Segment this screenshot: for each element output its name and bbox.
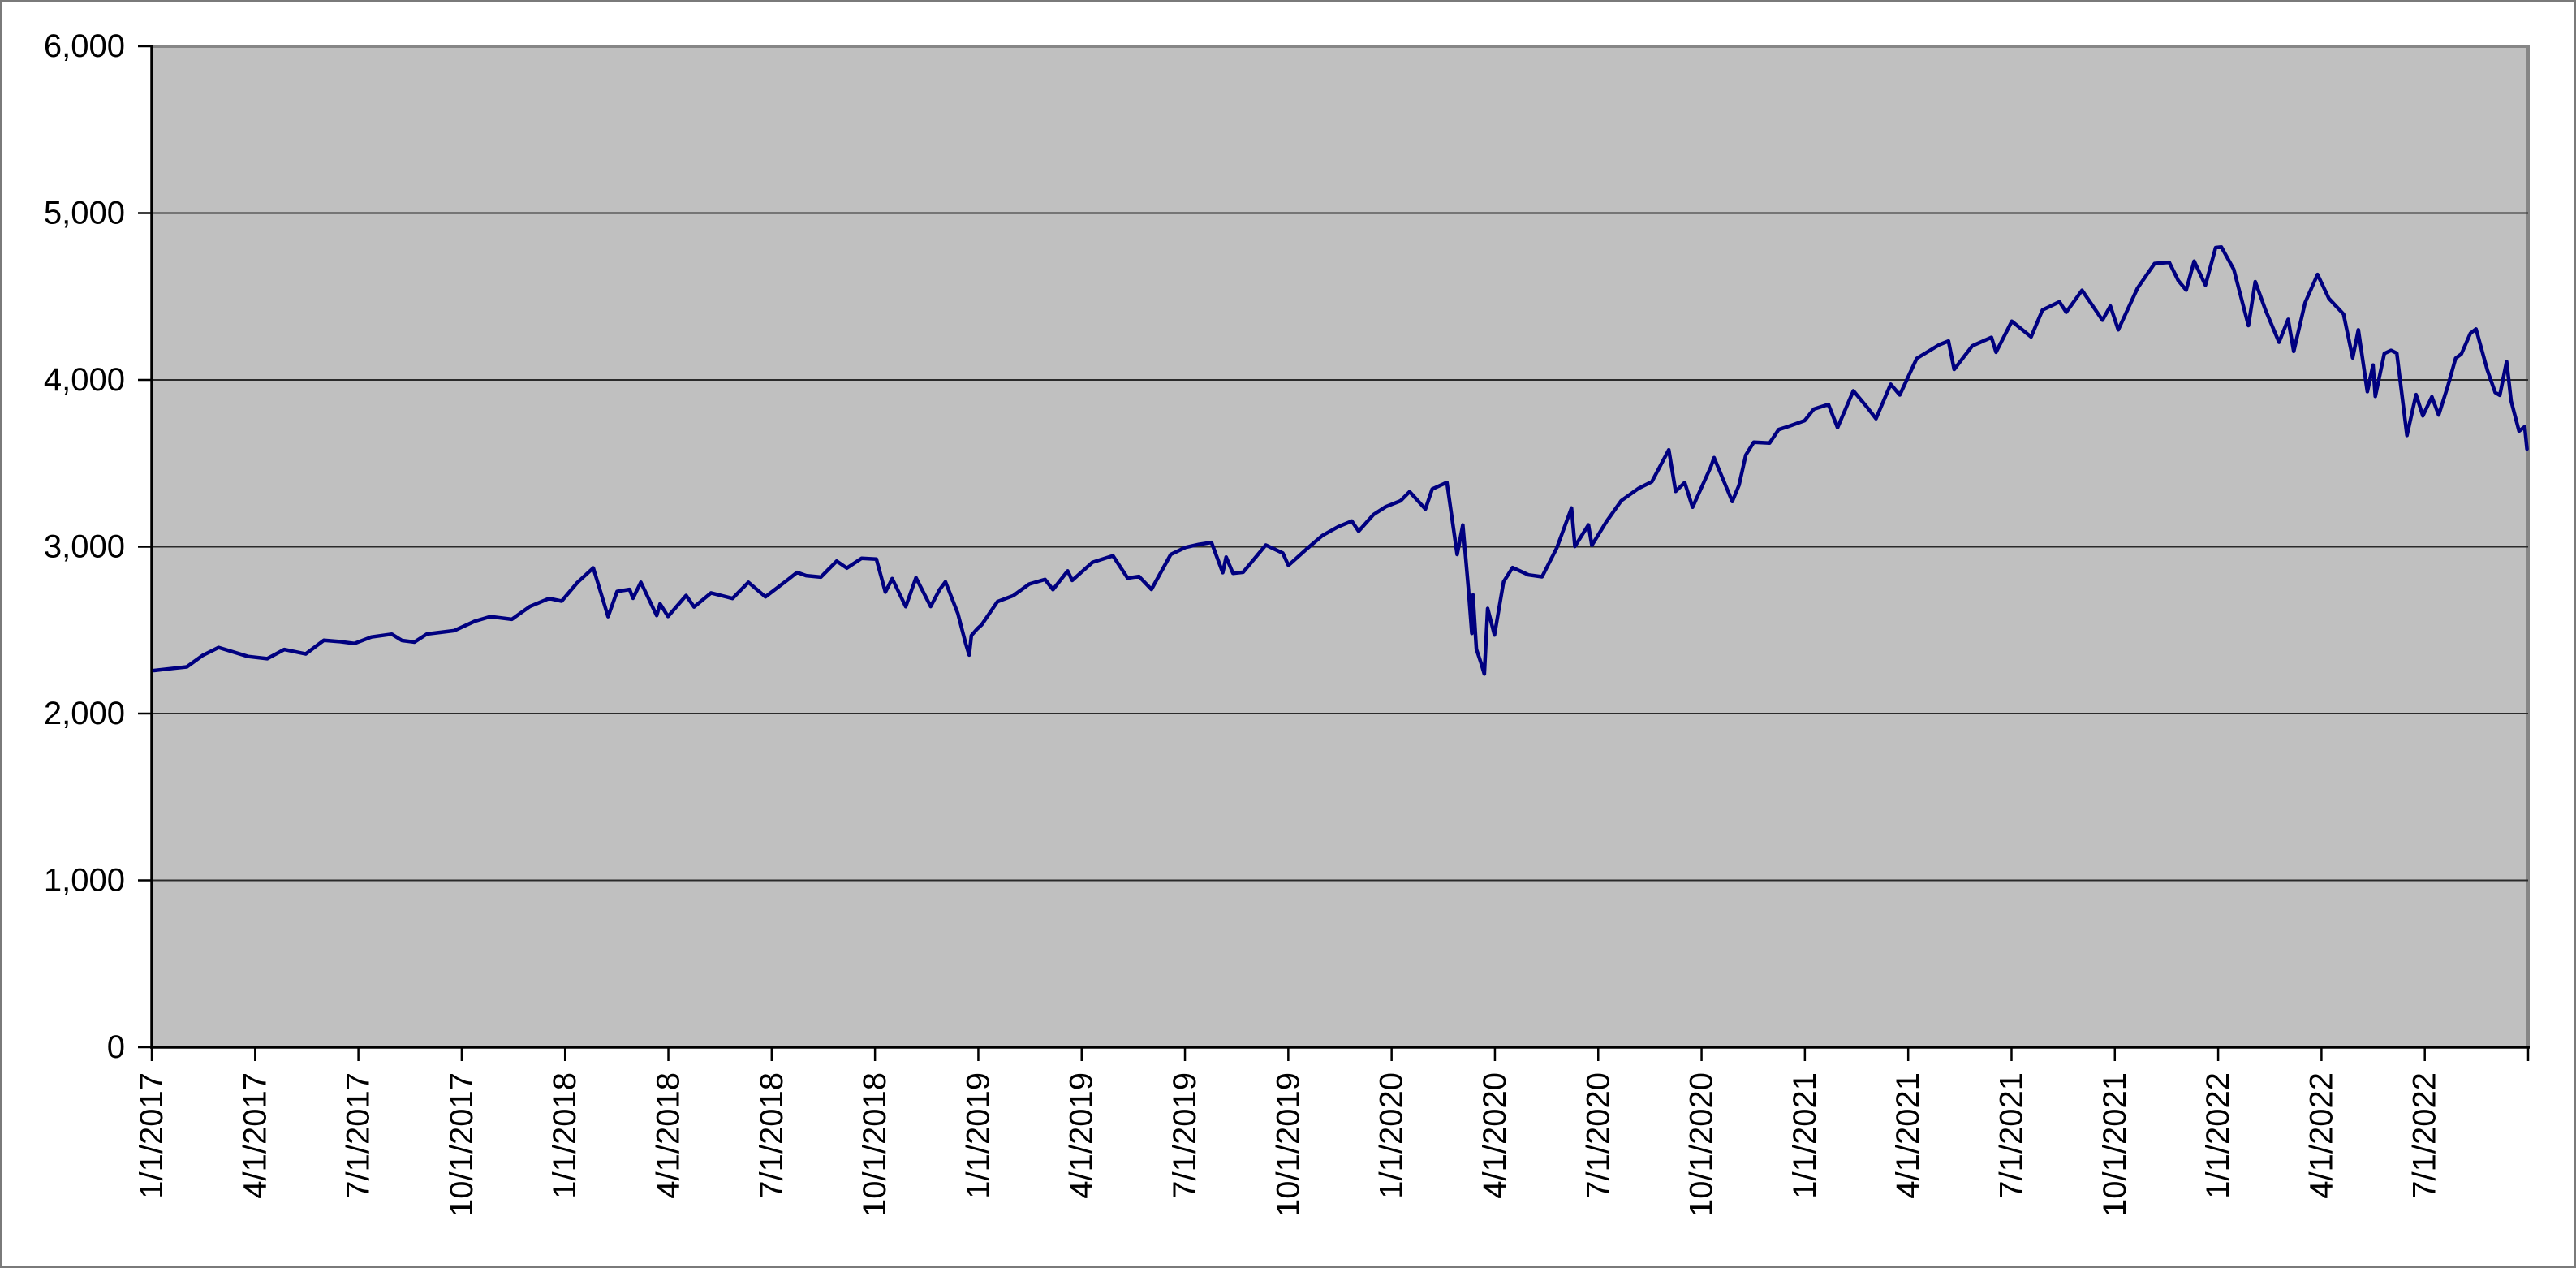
- price-line: [152, 244, 2529, 676]
- x-axis-label: 4/1/2017: [237, 1072, 273, 1199]
- x-axis-label: 4/1/2021: [1890, 1072, 1926, 1199]
- y-axis-label: 5,000: [44, 196, 125, 231]
- x-axis-label: 1/1/2019: [960, 1072, 996, 1199]
- x-axis-label: 7/1/2021: [1993, 1072, 2029, 1199]
- x-axis-label: 4/1/2022: [2303, 1072, 2339, 1199]
- x-axis-label: 1/1/2018: [547, 1072, 583, 1199]
- y-axis-label: 0: [107, 1029, 125, 1065]
- x-axis-label: 1/1/2020: [1374, 1072, 1410, 1199]
- x-axis-label: 10/1/2018: [857, 1072, 893, 1217]
- x-axis-label: 10/1/2017: [444, 1072, 480, 1217]
- x-axis-label: 4/1/2018: [651, 1072, 687, 1199]
- y-axis-label: 6,000: [44, 28, 125, 64]
- x-axis-label: 4/1/2019: [1064, 1072, 1100, 1199]
- x-axis-label: 1/1/2021: [1787, 1072, 1823, 1199]
- x-axis-label: 1/1/2022: [2200, 1072, 2236, 1199]
- x-axis-label: 10/1/2021: [2097, 1072, 2133, 1217]
- x-axis-label: 7/1/2022: [2407, 1072, 2443, 1199]
- y-axis-label: 1,000: [44, 863, 125, 899]
- x-axis-label: 10/1/2020: [1684, 1072, 1720, 1217]
- y-axis-label: 4,000: [44, 362, 125, 398]
- x-axis-label: 4/1/2020: [1477, 1072, 1513, 1199]
- y-axis-label: 2,000: [44, 696, 125, 731]
- x-axis-label: 1/1/2017: [134, 1072, 170, 1199]
- x-axis-label: 10/1/2019: [1270, 1072, 1306, 1217]
- x-axis-label: 7/1/2019: [1167, 1072, 1203, 1199]
- x-axis-label: 7/1/2018: [754, 1072, 790, 1199]
- y-axis-label: 3,000: [44, 529, 125, 565]
- x-axis-label: 7/1/2020: [1580, 1072, 1616, 1199]
- x-axis-label: 7/1/2017: [341, 1072, 377, 1199]
